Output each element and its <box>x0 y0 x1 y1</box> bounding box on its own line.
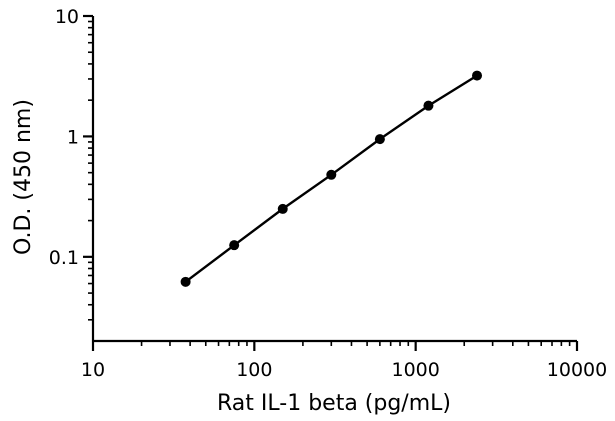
x-tick-label: 10000 <box>547 359 607 381</box>
axis-ticks: 10 100 1000 10000 0.1 1 10 <box>49 6 607 381</box>
data-point <box>423 100 434 111</box>
x-tick-label: 1000 <box>391 359 439 381</box>
data-point <box>180 276 191 287</box>
y-tick-label: 10 <box>55 6 79 28</box>
x-tick-label: 100 <box>236 359 272 381</box>
data-series <box>180 70 483 287</box>
data-point <box>472 70 483 81</box>
data-point <box>277 203 288 214</box>
axes <box>91 16 577 343</box>
data-point <box>374 134 385 145</box>
y-axis-label: O.D. (450 nm) <box>11 99 36 255</box>
x-tick-label: 10 <box>81 359 105 381</box>
data-point <box>326 169 337 180</box>
y-tick-label: 0.1 <box>49 247 79 269</box>
x-axis-label: Rat IL-1 beta (pg/mL) <box>217 391 451 416</box>
data-point <box>229 240 240 251</box>
y-tick-label: 1 <box>67 126 79 148</box>
